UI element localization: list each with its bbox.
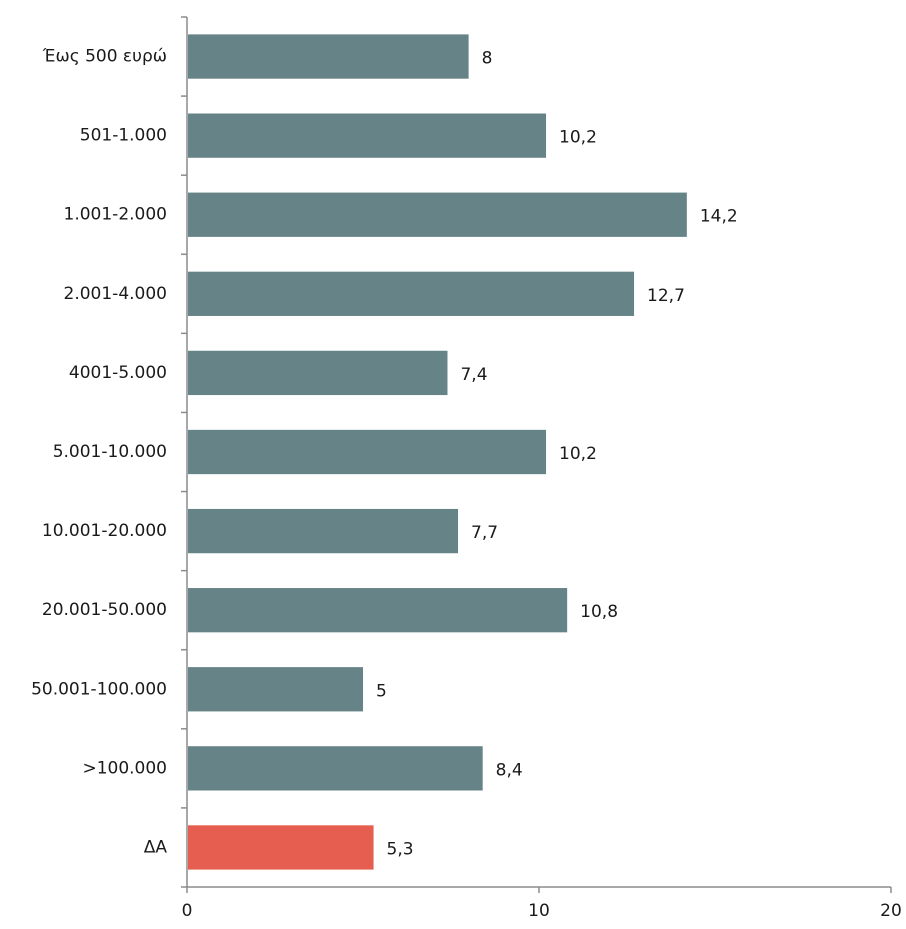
- bar-5: [188, 429, 547, 475]
- bar-0: [188, 34, 469, 79]
- bar-2: [188, 192, 687, 237]
- bar-4: [188, 350, 448, 396]
- bar-3: [188, 271, 635, 316]
- bar-6: [188, 508, 459, 554]
- category-label-7: 20.001-50.000: [42, 600, 167, 620]
- axes-layer: [181, 16, 892, 893]
- category-label-4: 4001-5.000: [69, 363, 167, 383]
- category-label-5: 5.001-10.000: [53, 442, 167, 462]
- category-label-6: 10.001-20.000: [42, 521, 167, 541]
- x-tick-label-1: 10: [528, 901, 550, 921]
- category-label-9: >100.000: [82, 758, 167, 778]
- value-label-4: 7,4: [460, 365, 487, 385]
- value-label-2: 14,2: [700, 207, 738, 227]
- value-label-10: 5,3: [387, 839, 414, 859]
- bar-8: [188, 667, 363, 712]
- category-label-8: 50.001-100.000: [31, 679, 167, 699]
- bar-10: [188, 825, 374, 870]
- value-label-9: 8,4: [496, 760, 523, 780]
- category-label-3: 2.001-4.000: [64, 284, 167, 304]
- bars-layer: [188, 34, 687, 870]
- category-label-0: Έως 500 ευρώ: [42, 47, 167, 67]
- value-label-6: 7,7: [471, 523, 498, 543]
- category-label-2: 1.001-2.000: [64, 205, 167, 225]
- bar-7: [188, 588, 568, 633]
- x-tick-label-0: 0: [182, 901, 193, 921]
- labels-layer: Έως 500 ευρώ 8 501-1.000 10,2 1.001-2.000 14,…: [31, 47, 902, 921]
- value-label-7: 10,8: [580, 602, 618, 622]
- value-label-3: 12,7: [647, 286, 685, 306]
- category-label-1: 501-1.000: [80, 126, 167, 146]
- bar-9: [188, 746, 483, 791]
- x-tick-label-2: 20: [880, 901, 902, 921]
- bar-1: [188, 113, 547, 158]
- value-label-5: 10,2: [559, 444, 597, 464]
- value-label-1: 10,2: [559, 128, 597, 148]
- category-label-10: ΔΑ: [144, 837, 168, 857]
- value-label-8: 5: [376, 681, 387, 701]
- value-label-0: 8: [482, 49, 493, 69]
